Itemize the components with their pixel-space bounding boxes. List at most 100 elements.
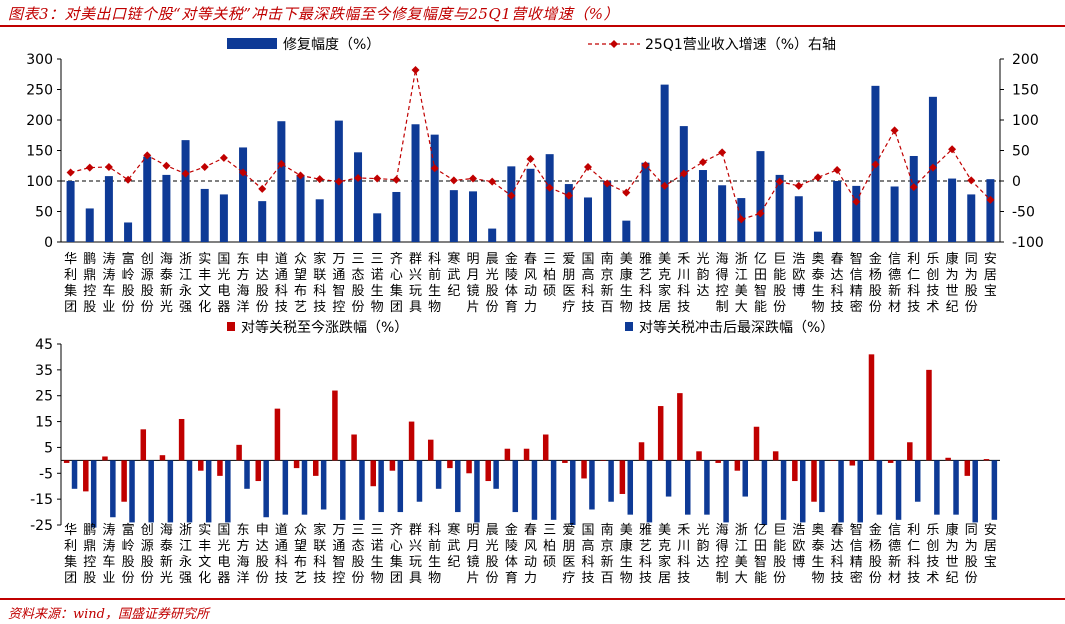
c2-tick-label: 35 (35, 363, 53, 379)
c1-category-label: 亿田智能 (754, 252, 767, 315)
c1-bar-repair (641, 162, 650, 242)
c1-category-label: 三诺生物 (371, 252, 384, 315)
c2-bar-max-drawdown (148, 460, 154, 523)
c1-category-label: 智信精密 (850, 252, 863, 315)
c1-left-tick-label: 150 (26, 144, 53, 160)
c2-category-label: 利仁科技 (907, 523, 920, 586)
c1-left-tick-label: 100 (26, 174, 53, 190)
c2-category-label: 康为世纪 (946, 522, 959, 586)
c1-point-revenue-growth (852, 197, 861, 206)
c2-bar-max-drawdown (761, 460, 768, 525)
c1-bar-repair (430, 134, 439, 242)
c1-bar-repair (219, 194, 228, 242)
c1-right-tick-label: -100 (1012, 235, 1044, 251)
c1-category-label: 巨能股份 (773, 252, 786, 315)
c2-bar-change-since (945, 457, 951, 461)
c2-bar-max-drawdown (301, 460, 308, 515)
c2-category-label: 乐创技术 (926, 523, 939, 586)
c1-category-label: 国光电器 (217, 252, 230, 315)
c2-bar-max-drawdown (972, 460, 978, 523)
c1-point-revenue-growth (986, 195, 995, 204)
c2-category-label: 海泰新光 (160, 523, 173, 586)
c2-legend-label-drawdown: 对等关税冲击后最深跌幅（%） (639, 319, 834, 336)
c2-bar-change-since (504, 448, 511, 461)
c2-bar-max-drawdown (665, 460, 672, 497)
c2-category-label: 三柏硕 (543, 523, 556, 570)
c2-bar-max-drawdown (780, 460, 787, 520)
c1-point-revenue-growth (219, 153, 228, 162)
source-rule (0, 598, 1065, 600)
c2-legend-swatch-change (227, 322, 235, 331)
c2-category-label: 光韵达 (696, 523, 709, 570)
c1-point-revenue-growth (622, 188, 631, 197)
c1-category-label: 创源股份 (141, 252, 154, 315)
c2-category-label: 南京新百 (601, 522, 614, 586)
c1-category-label: 浙江美大 (735, 252, 748, 315)
c2-bar-change-since (734, 460, 741, 471)
c2-tick-label: -25 (30, 518, 53, 534)
c1-point-revenue-growth (698, 158, 707, 167)
c1-bar-repair (373, 213, 382, 242)
c1-point-revenue-growth (967, 176, 976, 185)
c2-bar-max-drawdown (397, 460, 404, 513)
c2-category-label: 同为股份 (965, 523, 978, 586)
c2-bar-change-since (255, 460, 262, 482)
c2-bar-change-since (236, 444, 242, 461)
c2-bar-change-since (83, 460, 89, 492)
c1-point-revenue-growth (813, 173, 822, 182)
c1-bar-repair (85, 208, 94, 242)
c1-bar-repair (890, 186, 899, 242)
c2-bar-max-drawdown (205, 460, 212, 523)
c2-bar-change-since (907, 442, 913, 461)
c2-category-label: 三诺生物 (371, 523, 384, 586)
c1-point-revenue-growth (507, 191, 516, 200)
c2-tick-label: 25 (35, 389, 53, 405)
c1-point-revenue-growth (296, 171, 305, 180)
c1-point-revenue-growth (488, 177, 497, 186)
c1-category-label: 道通科技 (275, 252, 288, 315)
c1-bar-repair (411, 124, 420, 242)
c1-bar-repair (392, 191, 401, 242)
c1-category-label: 万通智控 (332, 252, 345, 315)
c1-point-revenue-growth (449, 176, 458, 185)
c1-legend-label-revenue: 25Q1营业收入增速（%）右轴 (645, 37, 836, 53)
c1-right-tick-label: 200 (1012, 52, 1039, 68)
c1-bar-repair (545, 154, 554, 242)
c2-bar-change-since (159, 455, 166, 461)
source-note: 资料来源：wind，国盛证券研究所 (8, 607, 209, 622)
c2-bar-change-since (849, 460, 856, 466)
c2-tick-label: 5 (44, 440, 53, 456)
c1-right-tick-label: 50 (1012, 144, 1030, 160)
c1-bar-repair (469, 191, 478, 242)
c2-category-label: 巨能股份 (773, 523, 786, 586)
c1-point-revenue-growth (794, 181, 803, 190)
c1-point-revenue-growth (833, 166, 842, 175)
c1-category-label: 浙江永强 (179, 252, 192, 315)
c2-bar-change-since (964, 460, 971, 476)
c1-point-revenue-growth (603, 179, 612, 188)
c2-category-label: 国高科技 (581, 523, 594, 586)
c2-bar-max-drawdown (819, 460, 825, 513)
c2-category-label: 科前生物 (428, 523, 441, 586)
c1-point-revenue-growth (354, 173, 363, 182)
c1-point-revenue-growth (871, 160, 880, 169)
c2-bar-max-drawdown (953, 460, 959, 515)
c2-category-label: 奥泰生物 (811, 523, 824, 586)
c2-bar-max-drawdown (244, 460, 250, 489)
c1-category-label: 同为股份 (965, 252, 978, 315)
c2-category-label: 东方海洋 (237, 523, 250, 586)
c2-bar-max-drawdown (838, 460, 844, 523)
c2-bar-change-since (868, 354, 875, 461)
c2-bar-change-since (887, 460, 894, 463)
c2-bar-max-drawdown (71, 460, 78, 489)
c2-category-label: 明月镜片 (467, 523, 480, 586)
c2-category-label: 春达科技 (831, 523, 844, 586)
c2-bar-change-since (198, 460, 204, 471)
c2-bar-max-drawdown (685, 460, 691, 515)
c2-bar-change-since (792, 460, 798, 482)
c1-bar-repair (488, 228, 497, 242)
c2-tick-label: -5 (39, 466, 53, 482)
c2-category-label: 实丰文化 (198, 523, 211, 586)
c1-category-label: 家联科技 (313, 251, 326, 315)
c1-bar-repair (526, 168, 535, 242)
